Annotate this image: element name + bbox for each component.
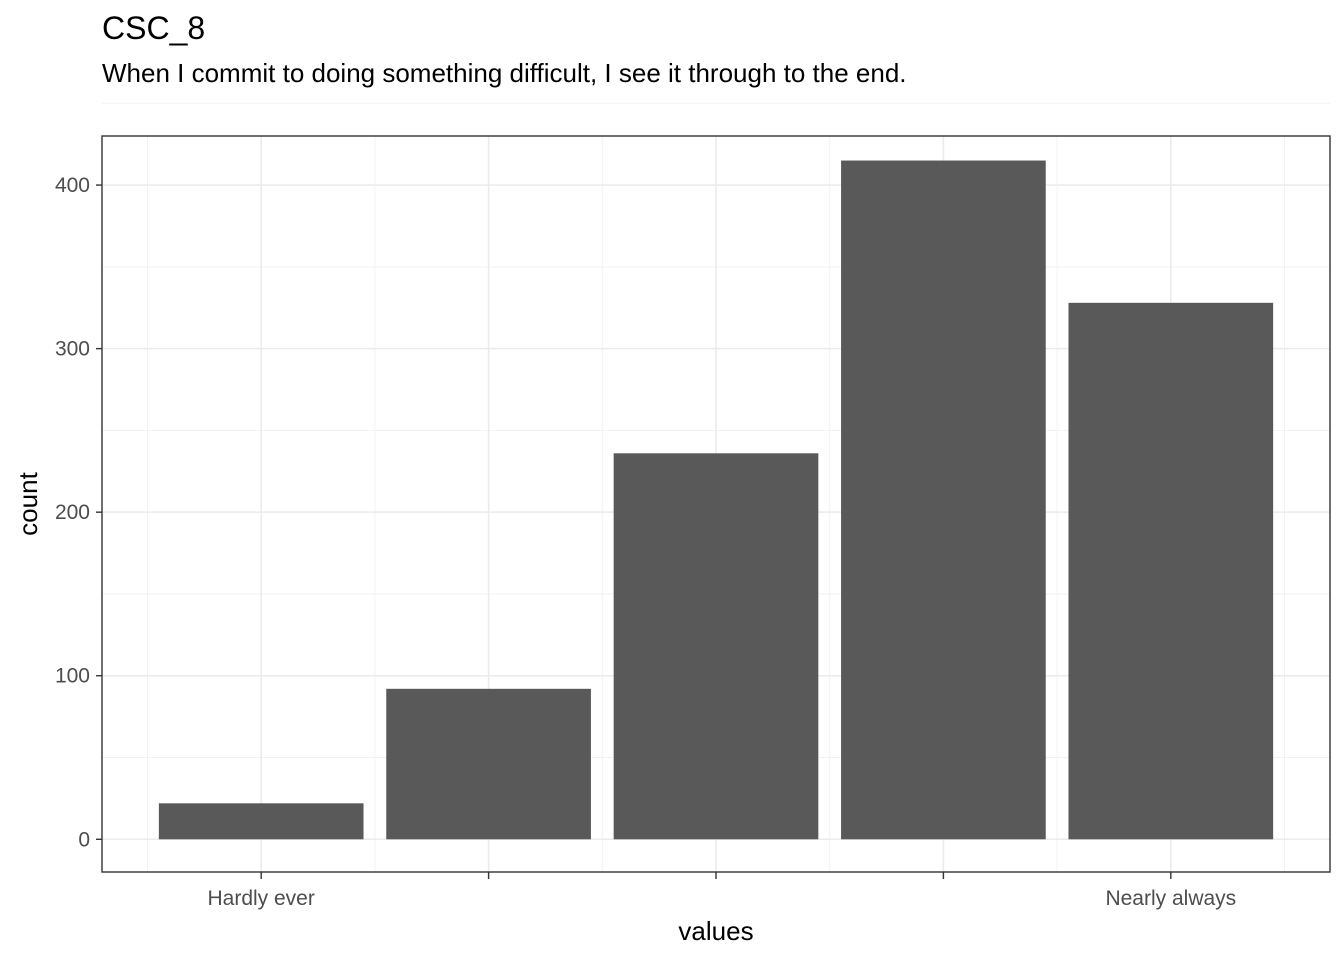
- chart-subtitle: When I commit to doing something difficu…: [102, 58, 907, 88]
- y-tick-label: 200: [55, 501, 90, 524]
- x-axis-title: values: [678, 916, 753, 946]
- y-tick-label: 300: [55, 338, 90, 361]
- bar: [613, 453, 819, 840]
- bar: [841, 160, 1046, 840]
- bars: [158, 160, 1274, 840]
- y-tick-label: 100: [55, 665, 90, 688]
- chart-title: CSC_8: [102, 10, 206, 46]
- bar: [158, 803, 364, 840]
- bar: [1068, 302, 1274, 840]
- axes: 0 100 200 300 400 Hardly ever Nearly always: [55, 174, 1236, 910]
- y-axis-title: count: [13, 471, 43, 535]
- x-tick-label: Nearly always: [1105, 887, 1236, 910]
- x-tick-label: Hardly ever: [207, 887, 314, 910]
- y-tick-label: 400: [55, 174, 90, 197]
- y-tick-label: 0: [78, 828, 90, 851]
- bar: [386, 688, 591, 840]
